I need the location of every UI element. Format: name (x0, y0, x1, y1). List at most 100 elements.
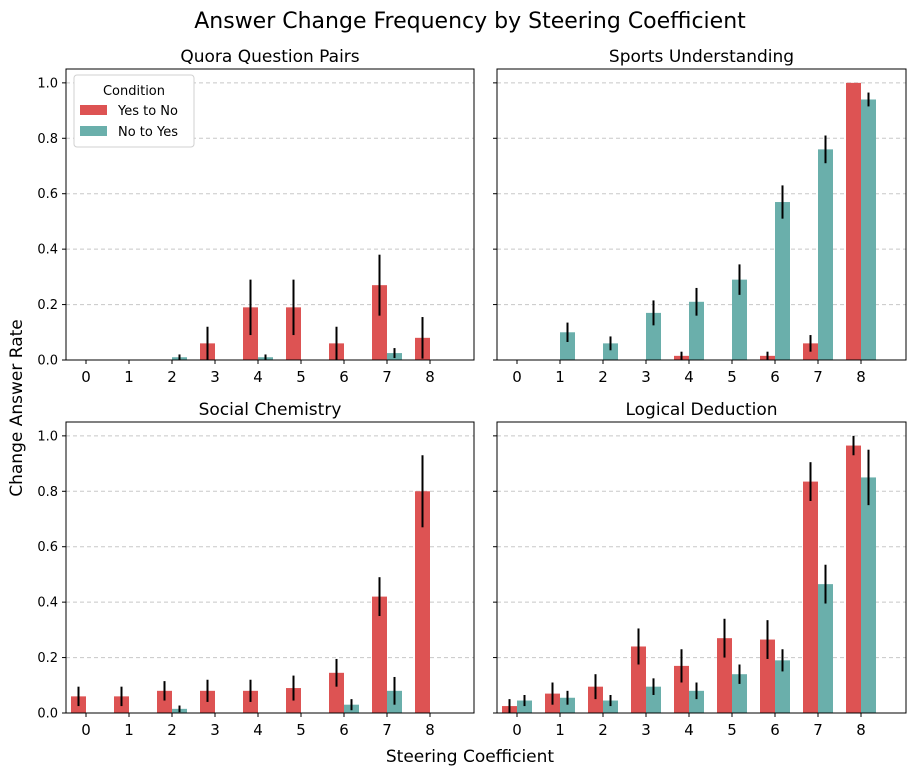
bar (760, 639, 775, 713)
bar (517, 700, 532, 713)
bar (329, 672, 344, 713)
bar (603, 700, 618, 713)
bar (861, 99, 876, 360)
panel-title: Logical Deduction (625, 400, 777, 420)
bar (689, 301, 704, 360)
axes-frame (496, 421, 907, 714)
panels: 0.0 0.2 0.4 0.6 0.8 1.0 0 1 2 3 4 5 6 7 8 Quora Questio… (37, 47, 907, 739)
x-tick-label: 4 (253, 368, 263, 386)
x-tick-label: 6 (339, 721, 349, 739)
x-tick-label: 1 (555, 368, 565, 386)
x-tick-label: 4 (684, 368, 694, 386)
x-tick-label: 1 (555, 721, 565, 739)
bar (803, 481, 818, 713)
x-tick-label: 2 (167, 721, 177, 739)
x-tick-label: 5 (727, 721, 737, 739)
panel-title: Sports Understanding (609, 47, 794, 67)
x-tick-label: 7 (813, 721, 823, 739)
x-tick-label: 2 (598, 721, 608, 739)
bar (846, 82, 861, 360)
x-tick-label: 6 (770, 721, 780, 739)
x-tick-label: 6 (770, 368, 780, 386)
legend-entry: No to Yes (118, 125, 178, 140)
axes-frame (65, 68, 475, 361)
panel-0: 0.0 0.2 0.4 0.6 0.8 1.0 0 1 2 3 4 5 6 7 8 Quora Questio… (37, 47, 475, 386)
x-tick-label: 7 (382, 368, 392, 386)
figure-title: Answer Change Frequency by Steering Coef… (194, 9, 746, 34)
bar (818, 149, 833, 360)
bar (732, 279, 747, 360)
bar (646, 312, 661, 360)
y-tick-label: 0.0 (37, 354, 58, 369)
bar (560, 697, 575, 713)
bar (674, 665, 689, 713)
bar (372, 285, 387, 360)
x-tick-label: 4 (684, 721, 694, 739)
x-tick-label: 3 (641, 721, 651, 739)
x-tick-label: 5 (296, 368, 306, 386)
bar (861, 477, 876, 713)
panel-title: Quora Question Pairs (180, 47, 359, 67)
x-tick-label: 0 (512, 368, 522, 386)
y-tick-label: 0.0 (37, 707, 58, 722)
bar (732, 674, 747, 713)
x-tick-label: 3 (641, 368, 651, 386)
x-tick-label: 5 (727, 368, 737, 386)
x-tick-label: 1 (124, 368, 134, 386)
x-tick-label: 8 (856, 721, 866, 739)
y-tick-label: 0.8 (37, 132, 58, 147)
y-tick-label: 0.8 (37, 485, 58, 500)
bar (646, 686, 661, 713)
x-tick-label: 8 (425, 721, 435, 739)
x-tick-label: 7 (382, 721, 392, 739)
y-tick-label: 0.6 (37, 540, 58, 555)
x-tick-label: 7 (813, 368, 823, 386)
bar (631, 646, 646, 713)
x-tick-label: 5 (296, 721, 306, 739)
legend-swatch (80, 126, 107, 136)
x-axis-label: Steering Coefficient (386, 747, 555, 767)
x-tick-label: 2 (598, 368, 608, 386)
bar (415, 491, 430, 713)
x-tick-label: 3 (210, 721, 220, 739)
legend-entry: Yes to No (117, 104, 178, 119)
bar (818, 584, 833, 713)
bar (689, 690, 704, 713)
bar (157, 690, 172, 713)
legend-swatch (80, 105, 107, 115)
y-tick-label: 1.0 (37, 76, 58, 91)
legend-title: Condition (103, 84, 165, 99)
y-tick-label: 1.0 (37, 429, 58, 444)
bar (372, 596, 387, 713)
axes-frame (65, 421, 475, 714)
bar (560, 332, 575, 360)
y-tick-label: 0.2 (37, 298, 58, 313)
panel-3: 0 1 2 3 4 5 6 7 8 Logical Deduction (493, 400, 907, 739)
x-tick-label: 8 (856, 368, 866, 386)
y-axis-label: Change Answer Rate (7, 319, 27, 497)
bar (588, 686, 603, 713)
y-tick-label: 0.6 (37, 187, 58, 202)
panel-title: Social Chemistry (199, 400, 342, 420)
panel-2: 0.0 0.2 0.4 0.6 0.8 1.0 0 1 2 3 4 5 6 7 8 Social Chemis… (37, 400, 475, 739)
x-tick-label: 0 (512, 721, 522, 739)
bar (803, 343, 818, 360)
bar (846, 445, 861, 713)
axes-frame (496, 68, 907, 361)
x-tick-label: 6 (339, 368, 349, 386)
y-tick-label: 0.4 (37, 243, 58, 258)
x-tick-label: 2 (167, 368, 177, 386)
x-tick-label: 0 (81, 368, 91, 386)
bar (775, 202, 790, 360)
y-tick-label: 0.2 (37, 651, 58, 666)
bar (775, 660, 790, 713)
bar (717, 638, 732, 713)
x-tick-label: 1 (124, 721, 134, 739)
x-tick-label: 3 (210, 368, 220, 386)
legend: Condition Yes to No No to Yes (73, 74, 195, 148)
x-tick-label: 8 (425, 368, 435, 386)
bar (603, 343, 618, 360)
y-tick-label: 0.4 (37, 596, 58, 611)
x-tick-label: 0 (81, 721, 91, 739)
